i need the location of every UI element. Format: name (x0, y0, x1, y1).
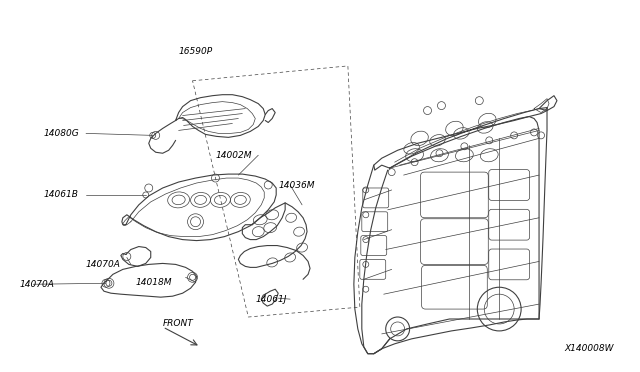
Text: 14036M: 14036M (278, 180, 315, 189)
Text: 14070A: 14070A (86, 260, 121, 269)
Text: 16590P: 16590P (179, 46, 212, 55)
Text: X140008W: X140008W (564, 344, 613, 353)
Text: FRONT: FRONT (163, 320, 193, 328)
Text: 14070A: 14070A (19, 280, 54, 289)
Text: 14061B: 14061B (44, 190, 78, 199)
Text: 14080G: 14080G (44, 129, 79, 138)
Text: 14018M: 14018M (136, 278, 172, 287)
Text: 14002M: 14002M (216, 151, 252, 160)
Text: 14061J: 14061J (255, 295, 287, 304)
